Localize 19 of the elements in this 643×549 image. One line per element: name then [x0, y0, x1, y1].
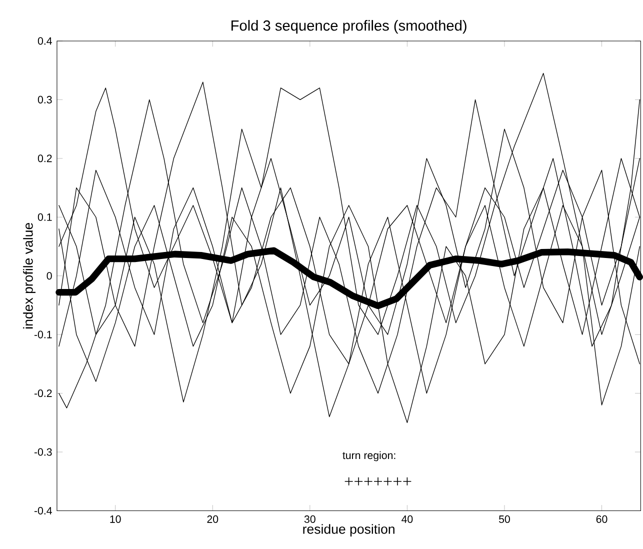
x-tick-label: 10 — [110, 516, 121, 524]
y-tick-label: 0.2 — [38, 154, 52, 162]
x-tick-label: 30 — [304, 516, 316, 524]
y-tick-label: -0.2 — [34, 390, 52, 398]
x-tick-label: 40 — [402, 516, 413, 524]
x-tick-label: 20 — [207, 516, 218, 524]
series-label: turn region: — [342, 451, 396, 462]
y-tick-label: 0 — [46, 272, 52, 280]
x-axis-title: residue position — [303, 524, 394, 537]
y-tick-label: 0.3 — [38, 96, 52, 104]
y-tick-label: 0.4 — [38, 37, 52, 45]
chart-title: Fold 3 sequence profiles (smoothed) — [232, 20, 466, 34]
x-tick-label: 60 — [596, 516, 608, 524]
y-tick-label: -0.4 — [34, 507, 52, 515]
y-tick-label: -0.3 — [34, 448, 52, 456]
y-tick-label: -0.1 — [34, 330, 52, 338]
y-tick-label: 0.1 — [38, 214, 52, 222]
y-axis-title: index profile value — [23, 223, 36, 329]
x-tick-label: 50 — [498, 516, 510, 524]
